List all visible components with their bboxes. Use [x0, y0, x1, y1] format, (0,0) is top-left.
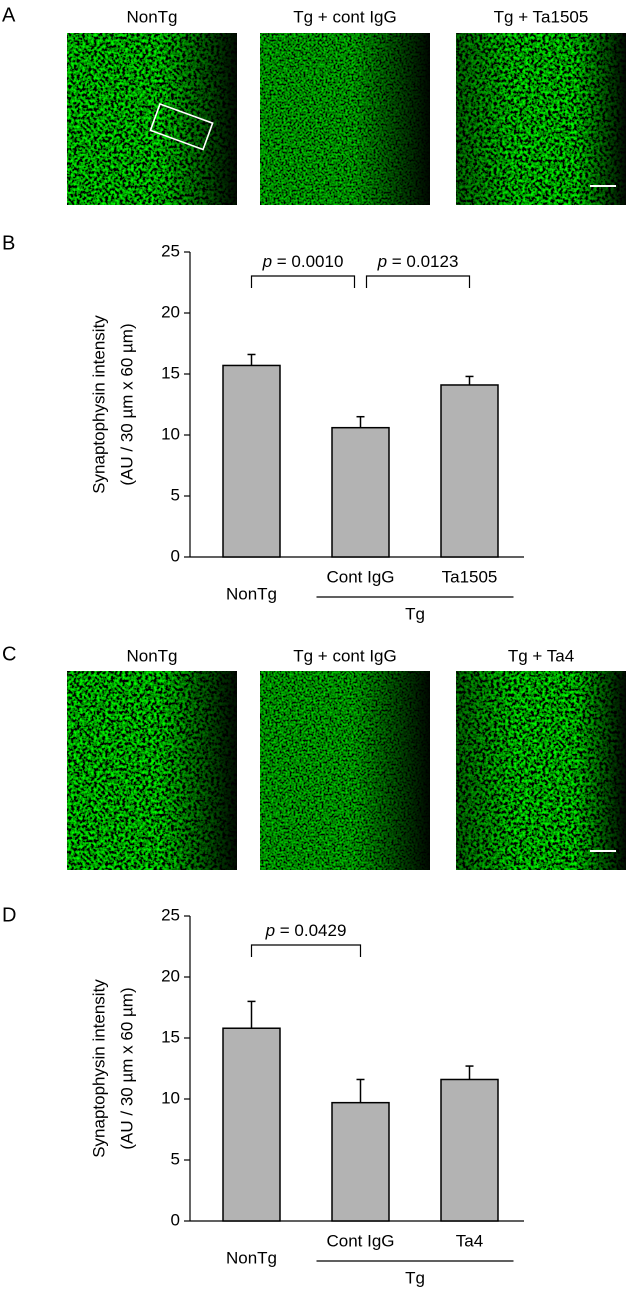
y-tick-label: 25: [161, 241, 180, 260]
y-tick-label: 25: [161, 905, 180, 924]
image-label: Tg + cont IgG: [293, 7, 396, 26]
panel-letter: D: [2, 904, 16, 926]
y-axis-label: Synaptophysin intensity: [89, 315, 108, 494]
bar: [440, 384, 499, 558]
x-tick-label: NonTg: [226, 1248, 277, 1267]
y-tick-label: 10: [161, 424, 180, 443]
x-tick-label: NonTg: [226, 584, 277, 603]
significance-label: p = 0.0123: [377, 252, 459, 271]
x-tick-label: Ta1505: [442, 567, 498, 586]
y-tick-label: 0: [171, 546, 180, 565]
bar: [331, 1101, 390, 1222]
panel-letter: B: [2, 232, 15, 254]
y-tick-label: 0: [171, 1210, 180, 1229]
roi-box: [149, 102, 214, 151]
bar: [222, 1027, 281, 1222]
p-symbol: p: [377, 252, 387, 271]
micrograph-shade: [456, 671, 626, 870]
x-tick-label: Ta4: [456, 1231, 483, 1250]
y-tick-label: 20: [161, 966, 180, 985]
panel-letter: A: [2, 4, 16, 26]
y-tick-label: 15: [161, 1027, 180, 1046]
p-value: = 0.0123: [387, 252, 458, 271]
p-symbol: p: [265, 921, 275, 940]
p-symbol: p: [262, 252, 272, 271]
y-axis-label: Synaptophysin intensity: [89, 979, 108, 1158]
p-value: = 0.0010: [272, 252, 343, 271]
micrograph-shade: [260, 671, 430, 870]
y-tick-label: 15: [161, 363, 180, 382]
significance-bracket: [250, 275, 356, 288]
image-label: Tg + cont IgG: [293, 646, 396, 665]
micrograph-shade: [67, 33, 237, 205]
y-tick-label: 5: [171, 485, 180, 504]
panel-letter: C: [2, 643, 16, 665]
y-tick-label: 5: [171, 1149, 180, 1168]
y-tick-label: 10: [161, 1088, 180, 1107]
y-axis-label: (AU / 30 µm x 60 µm): [117, 987, 136, 1149]
significance-bracket: [365, 275, 471, 288]
image-label: NonTg: [126, 7, 177, 26]
group-label: Tg: [405, 1268, 425, 1287]
bar: [222, 364, 281, 558]
x-tick-label: Cont IgG: [326, 1231, 394, 1250]
bar: [331, 426, 390, 558]
group-label: Tg: [405, 604, 425, 623]
significance-label: p = 0.0429: [265, 921, 347, 940]
micrograph-shade: [67, 671, 237, 870]
p-value: = 0.0429: [275, 921, 346, 940]
image-label: NonTg: [126, 646, 177, 665]
significance-label: p = 0.0010: [262, 252, 344, 271]
micrograph-shade: [456, 33, 626, 205]
x-tick-label: Cont IgG: [326, 567, 394, 586]
micrograph-shade: [260, 33, 430, 205]
significance-bracket: [250, 944, 362, 957]
y-axis-label: (AU / 30 µm x 60 µm): [117, 323, 136, 485]
y-tick-label: 20: [161, 302, 180, 321]
image-label: Tg + Ta1505: [494, 7, 589, 26]
bar: [440, 1078, 499, 1222]
image-label: Tg + Ta4: [508, 646, 574, 665]
